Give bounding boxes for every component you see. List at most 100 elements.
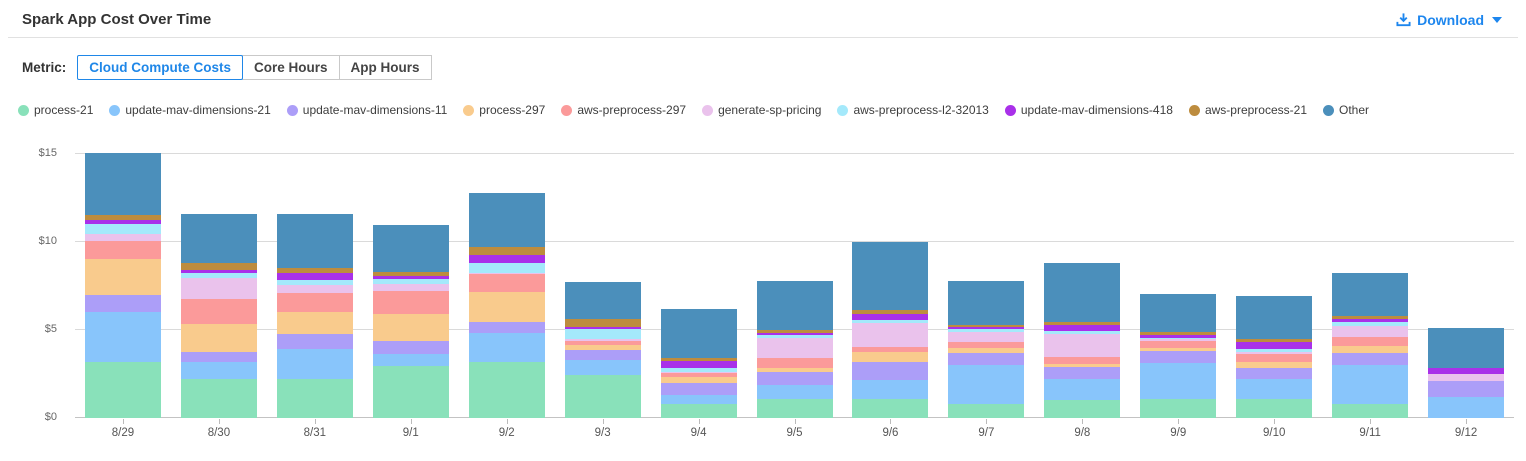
bar-segment-process-297[interactable] xyxy=(276,312,353,334)
bar-segment-process-297[interactable] xyxy=(1140,348,1217,352)
bar-segment-update-mav-dimensions-11[interactable] xyxy=(1044,366,1121,380)
bar-segment-process-297[interactable] xyxy=(372,313,449,341)
legend-item-update-mav-dimensions-418[interactable]: update-mav-dimensions-418 xyxy=(1004,103,1173,117)
bar-segment-process-21[interactable] xyxy=(372,366,449,418)
bar-segment-generate-sp-pricing[interactable] xyxy=(468,272,545,275)
bar-segment-aws-preprocess-297[interactable] xyxy=(1044,356,1121,364)
bar-9-5[interactable] xyxy=(756,281,833,418)
bar-segment-update-mav-dimensions-418[interactable] xyxy=(852,313,929,321)
bar-segment-other[interactable] xyxy=(1044,262,1121,322)
bar-segment-update-mav-dimensions-21[interactable] xyxy=(84,312,161,363)
bar-segment-update-mav-dimensions-11[interactable] xyxy=(84,295,161,313)
bar-segment-other[interactable] xyxy=(948,281,1025,325)
bar-segment-aws-preprocess-21[interactable] xyxy=(948,324,1025,328)
bar-segment-other[interactable] xyxy=(468,192,545,247)
bar-segment-other[interactable] xyxy=(852,241,929,311)
bar-segment-generate-sp-pricing[interactable] xyxy=(564,338,641,342)
bar-segment-process-297[interactable] xyxy=(84,259,161,296)
bar-9-6[interactable] xyxy=(852,241,929,418)
bar-segment-aws-preprocess-21[interactable] xyxy=(756,330,833,333)
legend-item-update-mav-dimensions-11[interactable]: update-mav-dimensions-11 xyxy=(286,103,447,117)
bar-segment-update-mav-dimensions-11[interactable] xyxy=(276,333,353,349)
bar-segment-update-mav-dimensions-418[interactable] xyxy=(1428,367,1505,375)
bar-segment-aws-preprocess-297[interactable] xyxy=(180,298,257,324)
bar-segment-process-21[interactable] xyxy=(1140,399,1217,418)
bar-segment-update-mav-dimensions-11[interactable] xyxy=(1236,367,1313,380)
bar-segment-aws-preprocess-297[interactable] xyxy=(276,292,353,313)
bar-segment-process-297[interactable] xyxy=(948,348,1025,353)
bar-segment-update-mav-dimensions-418[interactable] xyxy=(1044,324,1121,332)
bar-segment-update-mav-dimensions-11[interactable] xyxy=(660,382,737,396)
bar-9-3[interactable] xyxy=(564,282,641,418)
bar-segment-aws-preprocess-21[interactable] xyxy=(564,318,641,327)
bar-segment-generate-sp-pricing[interactable] xyxy=(84,234,161,242)
bar-segment-generate-sp-pricing[interactable] xyxy=(756,337,833,358)
bar-segment-update-mav-dimensions-21[interactable] xyxy=(1332,364,1409,404)
bar-segment-process-297[interactable] xyxy=(564,345,641,351)
tab-app-hours[interactable]: App Hours xyxy=(338,55,432,80)
bar-segment-update-mav-dimensions-21[interactable] xyxy=(1140,362,1217,400)
bar-segment-generate-sp-pricing[interactable] xyxy=(948,331,1025,342)
bar-segment-process-21[interactable] xyxy=(468,361,545,418)
bar-segment-update-mav-dimensions-11[interactable] xyxy=(372,340,449,355)
bar-segment-aws-preprocess-297[interactable] xyxy=(1236,353,1313,362)
bar-segment-aws-preprocess-21[interactable] xyxy=(372,271,449,277)
bar-segment-process-21[interactable] xyxy=(1332,403,1409,418)
bar-segment-process-21[interactable] xyxy=(852,398,929,418)
bar-segment-aws-preprocess-297[interactable] xyxy=(1140,341,1217,348)
bar-segment-aws-preprocess-297[interactable] xyxy=(84,241,161,260)
bar-segment-aws-preprocess-297[interactable] xyxy=(948,341,1025,348)
bar-segment-update-mav-dimensions-21[interactable] xyxy=(756,384,833,400)
bar-segment-aws-preprocess-21[interactable] xyxy=(180,262,257,270)
bar-segment-other[interactable] xyxy=(1428,327,1505,368)
bar-segment-other[interactable] xyxy=(1140,293,1217,332)
bar-segment-aws-preprocess-297[interactable] xyxy=(852,346,929,352)
bar-segment-aws-preprocess-l2-32013[interactable] xyxy=(852,320,929,323)
bar-segment-aws-preprocess-l2-32013[interactable] xyxy=(948,329,1025,332)
bar-segment-update-mav-dimensions-21[interactable] xyxy=(564,360,641,376)
bar-segment-update-mav-dimensions-21[interactable] xyxy=(1236,379,1313,400)
bar-segment-aws-preprocess-297[interactable] xyxy=(1332,336,1409,346)
bar-segment-update-mav-dimensions-21[interactable] xyxy=(1428,397,1505,418)
bar-segment-update-mav-dimensions-418[interactable] xyxy=(1332,319,1409,322)
bar-segment-update-mav-dimensions-418[interactable] xyxy=(180,269,257,273)
bar-segment-generate-sp-pricing[interactable] xyxy=(1428,374,1505,382)
bar-segment-aws-preprocess-l2-32013[interactable] xyxy=(276,279,353,286)
bar-segment-aws-preprocess-l2-32013[interactable] xyxy=(1044,331,1121,334)
bar-segment-aws-preprocess-21[interactable] xyxy=(276,267,353,273)
bar-segment-process-21[interactable] xyxy=(1236,399,1313,418)
download-button[interactable]: Download xyxy=(1396,12,1502,28)
bar-9-8[interactable] xyxy=(1044,262,1121,418)
bar-segment-aws-preprocess-21[interactable] xyxy=(660,357,737,362)
tab-cloud-compute-costs[interactable]: Cloud Compute Costs xyxy=(77,55,244,80)
legend-item-process-297[interactable]: process-297 xyxy=(463,103,545,117)
bar-segment-update-mav-dimensions-11[interactable] xyxy=(1428,381,1505,398)
bar-segment-aws-preprocess-l2-32013[interactable] xyxy=(1140,338,1217,340)
bar-segment-generate-sp-pricing[interactable] xyxy=(1332,325,1409,337)
bar-segment-update-mav-dimensions-418[interactable] xyxy=(372,276,449,280)
bar-segment-other[interactable] xyxy=(84,152,161,216)
bar-segment-update-mav-dimensions-11[interactable] xyxy=(1332,352,1409,365)
bar-segment-aws-preprocess-297[interactable] xyxy=(468,274,545,292)
bar-segment-aws-preprocess-21[interactable] xyxy=(1236,338,1313,342)
bar-segment-aws-preprocess-21[interactable] xyxy=(468,246,545,255)
bar-segment-update-mav-dimensions-11[interactable] xyxy=(468,321,545,333)
bar-segment-generate-sp-pricing[interactable] xyxy=(180,277,257,299)
bar-segment-generate-sp-pricing[interactable] xyxy=(660,371,737,373)
bar-segment-process-21[interactable] xyxy=(564,375,641,418)
bar-segment-other[interactable] xyxy=(1236,295,1313,339)
bar-9-11[interactable] xyxy=(1332,273,1409,418)
bar-segment-update-mav-dimensions-21[interactable] xyxy=(372,354,449,367)
bar-segment-process-297[interactable] xyxy=(180,323,257,352)
bar-segment-generate-sp-pricing[interactable] xyxy=(276,285,353,293)
bar-segment-other[interactable] xyxy=(180,213,257,263)
bar-segment-process-21[interactable] xyxy=(180,379,257,418)
tab-core-hours[interactable]: Core Hours xyxy=(242,55,340,80)
bar-9-9[interactable] xyxy=(1140,293,1217,418)
bar-segment-aws-preprocess-297[interactable] xyxy=(564,341,641,346)
bar-segment-process-297[interactable] xyxy=(468,291,545,322)
bar-segment-aws-preprocess-21[interactable] xyxy=(852,310,929,314)
bar-segment-process-21[interactable] xyxy=(84,362,161,418)
bar-segment-update-mav-dimensions-418[interactable] xyxy=(564,326,641,330)
bar-segment-process-21[interactable] xyxy=(660,403,737,418)
